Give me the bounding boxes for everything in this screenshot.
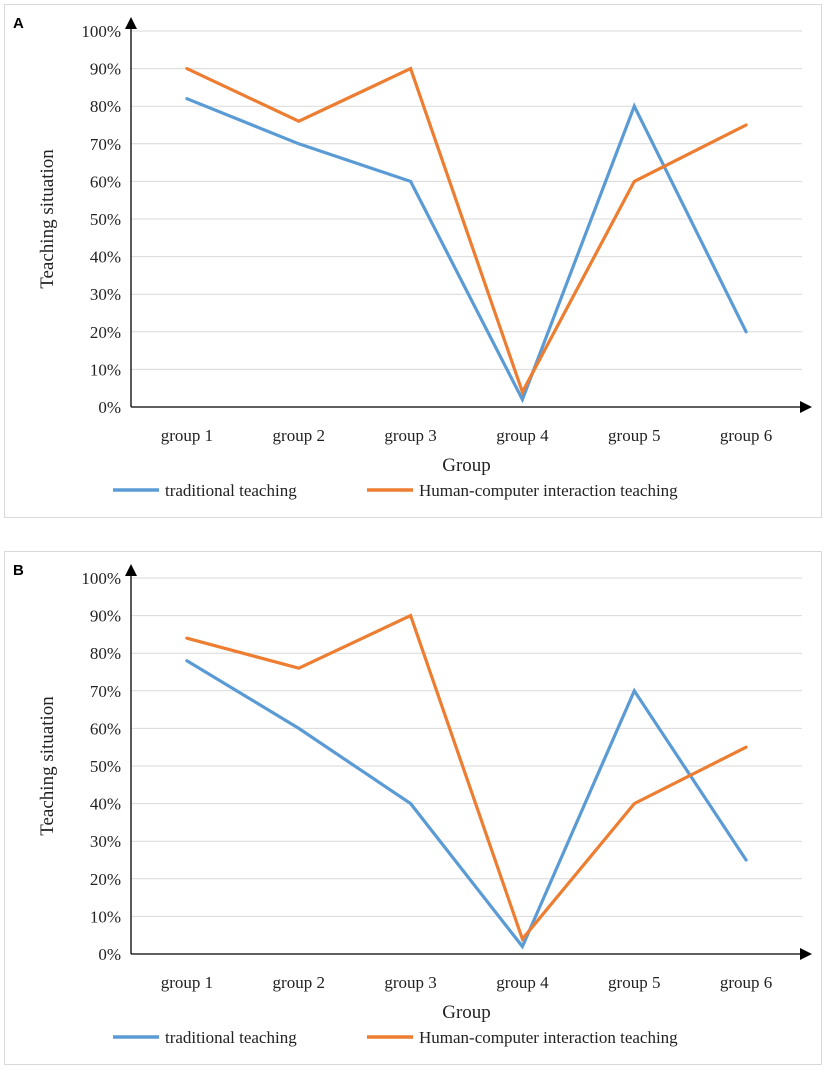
- legend-label-1: Human-computer interaction teaching: [419, 481, 678, 500]
- y-tick-label: 60%: [90, 172, 121, 191]
- y-tick-label: 30%: [90, 832, 121, 851]
- y-tick-label: 20%: [90, 323, 121, 342]
- legend-label-0: traditional teaching: [165, 1028, 297, 1047]
- chart-panel-b: B 0% 10% 20% 30% 40% 50% 60% 70% 80% 90% 100% group …: [4, 551, 822, 1065]
- y-tick-label: 0%: [98, 398, 121, 417]
- x-tick-label: group 6: [720, 426, 772, 445]
- x-tick-label: group 5: [608, 426, 660, 445]
- y-tick-label: 10%: [90, 360, 121, 379]
- y-tick-label: 80%: [90, 644, 121, 663]
- x-axis-arrow: [800, 401, 812, 413]
- series-line-0: [185, 97, 748, 404]
- y-tick-label: 40%: [90, 248, 121, 267]
- y-tick-label: 80%: [90, 97, 121, 116]
- x-tick-label: group 2: [273, 426, 325, 445]
- y-tick-label: 100%: [81, 569, 121, 588]
- x-axis-arrow: [800, 948, 812, 960]
- y-axis-title: Teaching situation: [37, 149, 58, 289]
- x-tick-label: group 1: [161, 426, 213, 445]
- y-tick-label: 30%: [90, 285, 121, 304]
- panel-label: B: [13, 562, 24, 579]
- x-axis-title: Group: [442, 455, 491, 476]
- legend-label-0: traditional teaching: [165, 481, 297, 500]
- y-tick-label: 60%: [90, 719, 121, 738]
- y-tick-label: 100%: [81, 22, 121, 41]
- y-tick-label: 40%: [90, 795, 121, 814]
- chart-b-svg: B 0% 10% 20% 30% 40% 50% 60% 70% 80% 90% 100% group …: [13, 562, 812, 1047]
- series-line-1: [185, 613, 748, 943]
- legend-label-1: Human-computer interaction teaching: [419, 1028, 678, 1047]
- panel-label: A: [13, 15, 24, 32]
- y-axis-arrow: [125, 17, 137, 29]
- x-tick-label: group 5: [608, 973, 660, 992]
- chart-a-svg: A 0% 10% 20% 30% 40% 50% 60% 70% 80% 90% 100% group …: [13, 15, 812, 500]
- y-tick-label: 90%: [90, 607, 121, 626]
- y-tick-label: 70%: [90, 682, 121, 701]
- series-line-1: [185, 66, 748, 396]
- y-tick-label: 10%: [90, 907, 121, 926]
- y-tick-label: 50%: [90, 210, 121, 229]
- x-tick-label: group 2: [273, 973, 325, 992]
- series-line-0: [185, 659, 748, 950]
- y-axis-title: Teaching situation: [37, 696, 58, 836]
- y-tick-label: 20%: [90, 870, 121, 889]
- chart-panel-a: A 0% 10% 20% 30% 40% 50% 60% 70% 80% 90% 100% group …: [4, 4, 822, 518]
- x-tick-label: group 4: [496, 973, 549, 992]
- x-tick-label: group 4: [496, 426, 549, 445]
- y-axis-arrow: [125, 564, 137, 576]
- y-tick-label: 70%: [90, 135, 121, 154]
- y-tick-label: 0%: [98, 945, 121, 964]
- x-tick-label: group 3: [384, 973, 436, 992]
- x-tick-label: group 1: [161, 973, 213, 992]
- y-tick-label: 90%: [90, 60, 121, 79]
- x-tick-label: group 6: [720, 973, 772, 992]
- x-tick-label: group 3: [384, 426, 436, 445]
- y-tick-label: 50%: [90, 757, 121, 776]
- x-axis-title: Group: [442, 1002, 491, 1023]
